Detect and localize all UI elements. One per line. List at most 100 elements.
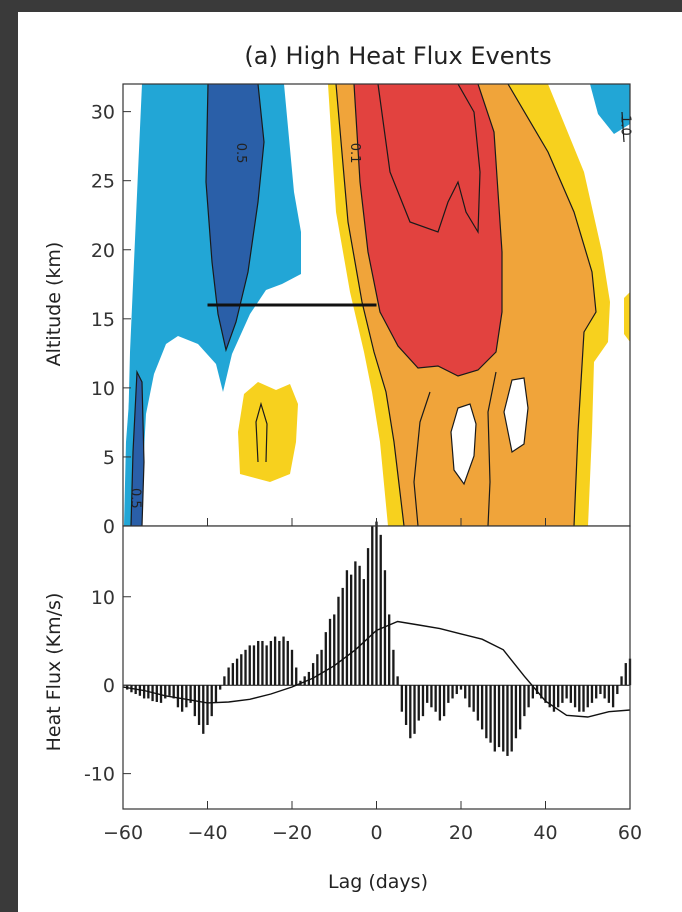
contour-line-1.0 [353,84,503,377]
figure-svg: (a) High Heat Flux Events [43,42,642,893]
heat-flux-bar [206,685,209,725]
heat-flux-bar [244,649,247,686]
heat-flux-bar [286,640,289,686]
heat-flux-bar [607,685,611,703]
heat-flux-bar [590,685,594,703]
heat-flux-bar [426,685,429,703]
heat-flux-bar [442,685,446,717]
contour-line-hole-2 [503,377,529,453]
heat-flux-bar [451,685,454,699]
heat-flux-bar [476,685,480,721]
heat-flux-bar [375,521,378,686]
contour-line-small [255,401,268,463]
contour-line-hole-1 [450,403,477,486]
contour-fill-white-hole-2 [504,378,528,452]
altitude-tick-label: 25 [91,171,115,193]
heat-flux-bar [282,636,285,686]
heat-flux-bar [548,685,551,708]
heat-flux-bar [573,685,577,708]
heat-flux-bar [421,685,425,717]
figure: (a) High Heat Flux Events [18,12,682,912]
contour-fill-yellow-small [238,382,298,482]
heat-flux-bar [219,685,222,690]
heat-flux-bar [341,587,344,686]
altitude-tick-label: 15 [91,309,115,331]
heat-flux-axis-label: Heat Flux (Km/s) [43,593,65,752]
contour-label: 0.5 [233,143,248,164]
contour-line-0.1-right [507,84,597,526]
heat-flux-bar [404,685,408,725]
heat-flux-bar [290,649,294,686]
lag-tick-label: 20 [449,822,473,844]
contour-label: 1.0 [618,115,633,136]
lag-axis-label: Lag (days) [328,871,428,893]
heat-flux-bar [197,685,201,725]
heat-flux-bar [599,685,602,695]
heat-flux-bar [417,685,420,721]
heat-flux-bar [333,614,336,686]
heat-flux-bar [142,685,146,699]
heat-flux-bar [497,685,501,748]
lag-tick-label: −40 [187,822,227,844]
contour-label: 0.1 [347,143,362,164]
heat-flux-bar [307,671,311,686]
contour-panel: 0.5 0.1 1.0 0.5 0 5 10 15 20 25 30 [91,83,633,538]
heat-flux-bar [324,632,327,686]
heat-flux-bar [358,565,361,686]
heat-flux-bar [447,685,450,703]
heat-flux-bar [379,534,382,686]
contour-line-inner-1 [413,391,431,526]
heat-flux-bar [459,685,463,690]
heat-flux-bar [311,663,315,686]
heat-flux-bar [523,685,526,717]
contour-line-1.5 [377,84,481,235]
heat-flux-bar [582,685,585,712]
heat-flux-bar [518,685,522,730]
heat-flux-bar [510,685,513,752]
heat-flux-bar [252,645,256,686]
altitude-tick-label: 30 [91,102,115,124]
heat-flux-bar [557,685,560,708]
heat-flux-bar [624,663,627,686]
heat-flux-bar [455,685,458,695]
contour-line-corner [621,111,625,143]
heat-flux-bar [540,685,543,699]
heat-flux-bar [565,685,568,699]
heat-flux-bar [595,685,598,699]
heat-flux-bar [611,685,615,708]
heat-flux-bar [269,640,273,686]
heat-flux-bar [366,548,370,686]
heat-flux-bar [400,685,404,712]
contour-fill-light-blue-corner [590,84,630,134]
heat-flux-bar [371,526,374,686]
heat-flux-bar [620,676,623,686]
heat-flux-bar [189,685,192,703]
heat-flux-line [122,620,631,718]
altitude-tick-label: 20 [91,240,115,262]
heat-flux-bar [328,618,332,686]
contour-label: 0.5 [127,488,142,509]
heat-flux-bar [544,685,547,703]
heat-flux-bar [240,654,243,686]
heat-flux-panel: -10 0 10 [84,521,632,810]
lag-tick-label: 60 [618,822,642,844]
heat-flux-bar [354,561,357,686]
contour-line-0.1-left [335,84,405,526]
heat-flux-bar [273,636,277,686]
heat-flux-ticks: -10 0 10 [84,587,131,786]
heat-flux-bar [231,663,235,686]
altitude-tick-label: 10 [91,378,115,400]
heat-flux-bar [265,645,268,686]
heat-flux-bar [535,685,539,695]
heat-flux-bar [248,645,251,686]
heat-flux-bar [468,685,471,708]
heat-flux-bar [578,685,581,712]
heat-flux-bar [480,685,484,730]
heat-flux-bar [430,685,433,708]
heat-flux-bar [485,685,488,739]
heat-flux-bar [362,579,365,686]
heat-flux-bar [616,685,619,695]
altitude-ticks: 0 5 10 15 20 25 30 [91,102,131,538]
heat-flux-bar [561,685,564,703]
heat-flux-bar [210,685,213,717]
